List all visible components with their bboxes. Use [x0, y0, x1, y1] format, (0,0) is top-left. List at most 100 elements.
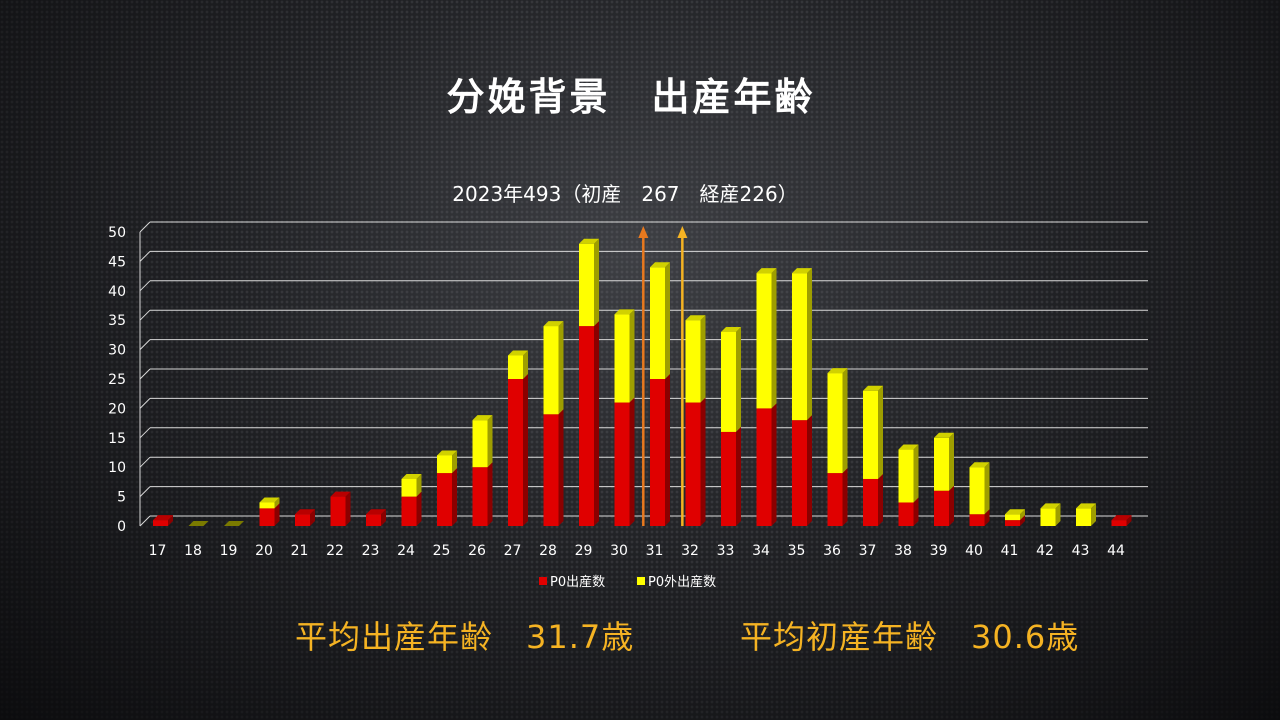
x-tick-label: 21: [291, 543, 309, 559]
x-tick-label: 17: [149, 543, 167, 559]
bar-p0-37: [863, 473, 883, 526]
x-tick-label: 29: [575, 543, 593, 559]
x-tick-label: 36: [823, 543, 841, 559]
x-tick-label: 39: [930, 543, 948, 559]
x-tick-label: 24: [397, 543, 415, 559]
x-tick-label: 38: [894, 543, 912, 559]
bar-non-p0-40: [969, 462, 990, 515]
grid-layer: [139, 221, 1148, 527]
gridline-slant: [139, 280, 151, 292]
y-tick-label: 5: [117, 490, 126, 506]
bar-p0-31: [650, 374, 670, 526]
gridline-slant: [139, 456, 151, 468]
bar-p0-36: [827, 468, 848, 526]
bar-non-p0-25: [437, 450, 457, 474]
x-tick-label: 32: [681, 543, 699, 559]
x-tick-label: 19: [220, 543, 238, 559]
bar-p0-25: [437, 468, 457, 526]
gridline-slant: [139, 339, 151, 350]
gridline-slant: [139, 515, 151, 527]
x-tick-label: 22: [326, 543, 344, 559]
gridline-slant: [139, 309, 151, 321]
bar-non-p0-32: [685, 315, 706, 403]
y-tick-label: 25: [108, 372, 126, 388]
bar-non-p0-28: [543, 321, 564, 415]
bar-non-p0-39: [934, 432, 954, 491]
bar-p0-39: [934, 485, 954, 526]
slide-title: 分娩背景 出産年齢: [446, 75, 816, 119]
bar-non-p0-29: [579, 238, 599, 327]
bar-non-p0-26: [472, 415, 493, 468]
bar-non-p0-34: [756, 268, 777, 409]
legend-swatch-non-p0: [637, 577, 645, 585]
average-marker-arrow: [638, 226, 649, 526]
legend-swatch-p0: [539, 577, 547, 585]
bar-non-p0-33: [721, 326, 741, 432]
gridline-slant: [139, 398, 151, 409]
bars-layer: [153, 238, 1132, 526]
bar-non-p0-27: [508, 350, 528, 379]
legend-label-p0: P0出産数: [550, 574, 605, 590]
bar-non-p0-37: [863, 385, 883, 479]
bar-p0-44: [1111, 515, 1132, 526]
x-tick-label: 31: [646, 543, 664, 559]
bar-p0-30: [614, 397, 635, 526]
y-tick-label: 30: [108, 343, 126, 359]
y-tick-label: 45: [108, 254, 126, 270]
x-tick-label: 41: [1001, 543, 1019, 559]
bar-non-p0-36: [827, 368, 848, 474]
bar-zero-18: [188, 521, 209, 526]
bar-non-p0-38: [898, 444, 919, 503]
y-tick-label: 35: [108, 313, 126, 329]
bar-p0-32: [685, 397, 706, 526]
x-tick-label: 33: [717, 543, 735, 559]
bar-non-p0-30: [614, 309, 635, 403]
x-tick-label: 40: [965, 543, 983, 559]
bar-non-p0-42: [1040, 503, 1061, 526]
average-first-birth-age-label: 平均初産年齢 30.6歳: [740, 618, 1080, 656]
x-tick-label: 20: [255, 543, 273, 559]
y-tick-label: 50: [108, 225, 126, 241]
x-tick-label: 23: [362, 543, 380, 559]
bar-p0-21: [295, 509, 315, 526]
x-tick-label: 26: [468, 543, 486, 559]
x-tick-label: 42: [1036, 543, 1054, 559]
y-tick-label: 15: [108, 431, 126, 447]
y-tick-label: 0: [117, 519, 126, 535]
bar-p0-23: [366, 509, 386, 526]
bar-p0-17: [153, 515, 173, 526]
bar-non-p0-31: [650, 262, 670, 379]
bar-p0-24: [401, 491, 422, 526]
x-tick-label: 44: [1107, 543, 1125, 559]
gridline-slant: [139, 486, 151, 497]
x-tick-label: 35: [788, 543, 806, 559]
x-tick-label: 34: [752, 543, 770, 559]
markers-layer: [638, 226, 688, 526]
x-tick-label: 27: [504, 543, 522, 559]
bar-non-p0-24: [401, 473, 422, 497]
legend: P0出産数 P0外出産数: [539, 574, 716, 590]
x-tick-label: 28: [539, 543, 557, 559]
bar-p0-22: [330, 491, 351, 526]
bar-zero-19: [224, 521, 244, 526]
chart-title: 2023年493（初産 267 経産226）: [452, 182, 798, 206]
legend-label-non-p0: P0外出産数: [648, 574, 716, 590]
y-tick-label: 40: [108, 284, 126, 300]
y-tick-label: 20: [108, 401, 126, 417]
x-tick-label: 30: [610, 543, 628, 559]
bar-p0-33: [721, 426, 741, 526]
x-tick-label: 43: [1072, 543, 1090, 559]
bar-p0-38: [898, 497, 919, 526]
average-age-label: 平均出産年齢 31.7歳: [295, 618, 635, 656]
bar-non-p0-35: [792, 268, 812, 421]
x-tick-label: 25: [433, 543, 451, 559]
average-marker-arrow: [677, 226, 688, 526]
bar-non-p0-41: [1005, 509, 1025, 521]
y-tick-label: 10: [108, 460, 126, 476]
bar-p0-28: [543, 409, 564, 526]
gridline-slant: [139, 368, 151, 380]
bar-p0-26: [472, 462, 493, 526]
gridline-slant: [139, 427, 151, 439]
bar-p0-34: [756, 403, 777, 526]
